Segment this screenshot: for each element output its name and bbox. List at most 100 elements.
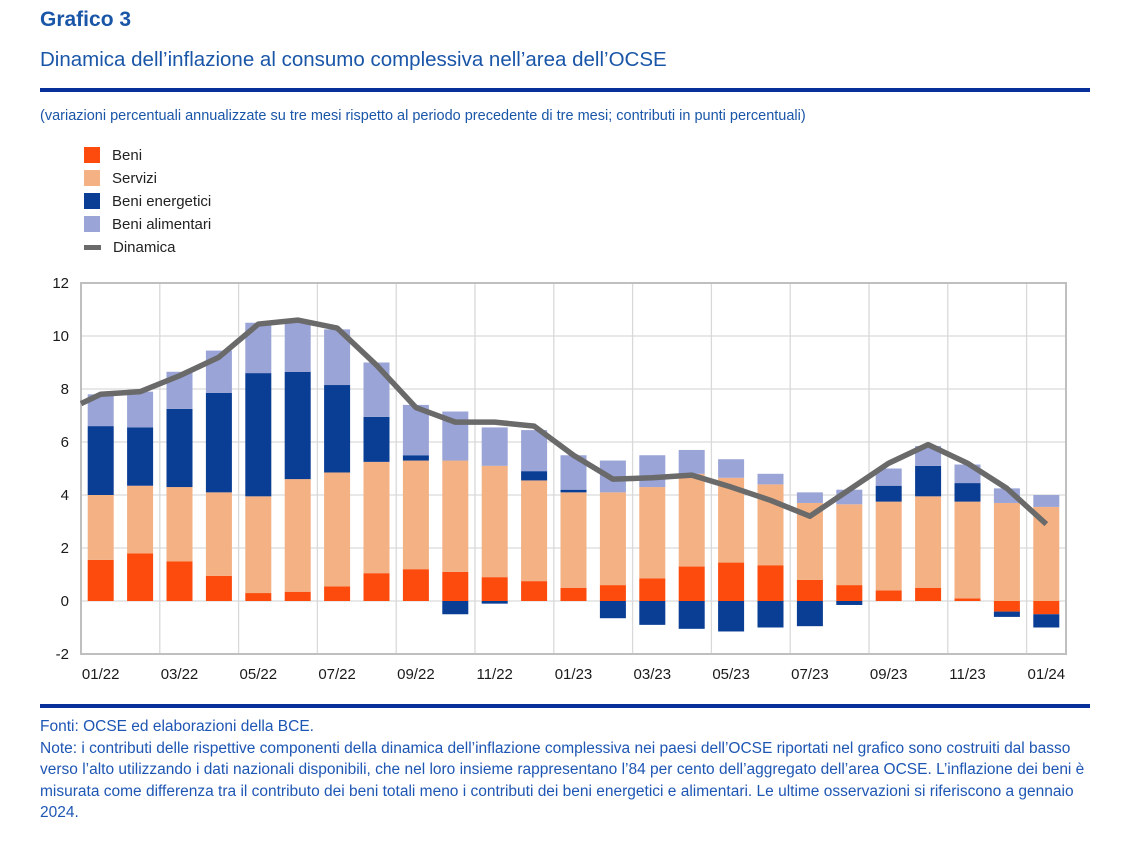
legend-item-dinamica: Dinamica [84, 238, 211, 256]
bar-beni [363, 573, 390, 601]
bar-beni-alimentari [757, 473, 784, 485]
bar-beni-alimentari [639, 455, 666, 488]
bar-beni-energetici [560, 489, 587, 493]
bar-beni-energetici [639, 601, 666, 625]
bar-beni-alimentari [875, 468, 902, 486]
legend-swatch-beni-energetici [84, 193, 100, 209]
bar-beni [796, 579, 823, 601]
legend-label-beni: Beni [112, 146, 143, 164]
chart-footer: Fonti: OCSE ed elaborazioni della BCE. N… [40, 716, 1096, 824]
inflation-stacked-bar-chart: -2 0 2 4 6 8 10 12 01/22 03/22 05/22 07/22 09/22 11/2… [52, 275, 1067, 683]
x-tick-label: 11/22 [476, 666, 512, 683]
bar-beni-alimentari [718, 459, 745, 478]
bar-beni [1033, 601, 1060, 615]
bar-beni-energetici [993, 611, 1020, 617]
bar-servizi [245, 496, 272, 594]
legend-swatch-dinamica [84, 244, 101, 250]
bar-servizi [127, 485, 154, 554]
x-tick-label: 03/22 [161, 666, 199, 683]
legend-item-beni: Beni [84, 146, 211, 164]
x-tick-label: 01/23 [555, 666, 593, 683]
chart-kicker: Grafico 3 [40, 8, 132, 31]
bar-beni [521, 581, 548, 601]
bar-beni-energetici [757, 601, 784, 628]
bar-beni-energetici [402, 455, 429, 461]
chart-title: Dinamica dell’inflazione al consumo comp… [40, 48, 667, 71]
bar-servizi [954, 501, 981, 599]
bar-servizi [402, 460, 429, 570]
legend-label-beni-energetici: Beni energetici [112, 192, 212, 210]
bar-servizi [678, 473, 705, 567]
bar-beni [284, 591, 311, 601]
bar-beni [166, 561, 193, 601]
bar-beni-energetici [836, 601, 863, 605]
bar-beni [599, 585, 626, 601]
y-tick-label: 10 [52, 328, 69, 345]
bar-beni [639, 578, 666, 601]
bar-beni [402, 569, 429, 601]
bar-servizi [915, 496, 942, 588]
x-tick-label: 11/23 [949, 666, 985, 683]
x-tick-label: 03/23 [634, 666, 672, 683]
bar-servizi [324, 472, 351, 587]
x-tick-label: 07/23 [791, 666, 829, 683]
bar-servizi [205, 492, 232, 576]
bar-beni [442, 571, 469, 601]
bar-beni [205, 575, 232, 601]
bar-beni-energetici [245, 373, 272, 497]
bar-beni-alimentari [127, 391, 154, 428]
y-tick-label: -2 [56, 646, 69, 663]
legend-item-servizi: Servizi [84, 169, 211, 187]
bar-beni-energetici [442, 601, 469, 615]
bar-beni-energetici [875, 485, 902, 502]
bar-beni-energetici [481, 601, 508, 604]
bar-servizi [166, 487, 193, 562]
bar-servizi [836, 504, 863, 586]
bar-beni [324, 586, 351, 601]
chart-subtitle-note: (variazioni percentuali annualizzate su … [40, 108, 806, 124]
bar-beni-energetici [678, 601, 705, 629]
bar-beni-alimentari [481, 427, 508, 466]
legend-swatch-beni-alimentari [84, 216, 100, 232]
bar-beni-energetici [796, 601, 823, 627]
bar-beni-energetici [954, 483, 981, 502]
bar-beni-energetici [1033, 614, 1060, 628]
bar-beni [678, 566, 705, 601]
bar-beni-alimentari [796, 492, 823, 503]
bar-servizi [599, 492, 626, 586]
bar-beni-energetici [599, 601, 626, 619]
bar-beni [915, 587, 942, 601]
bar-beni [757, 565, 784, 601]
dinamica-line [79, 317, 1049, 527]
bar-servizi [363, 461, 390, 574]
bar-servizi [560, 492, 587, 588]
legend-label-dinamica: Dinamica [113, 238, 176, 256]
bar-servizi [639, 487, 666, 579]
bar-beni [481, 577, 508, 601]
bar-beni-energetici [205, 392, 232, 493]
bar-beni-alimentari [284, 320, 311, 372]
chart-legend: Beni Servizi Beni energetici Beni alimentar… [84, 146, 211, 261]
bar-servizi [87, 495, 114, 560]
x-tick-label: 01/22 [82, 666, 120, 683]
bar-servizi [284, 479, 311, 592]
bar-beni-energetici [915, 465, 942, 497]
legend-swatch-beni [84, 147, 100, 163]
y-tick-label: 2 [61, 540, 69, 557]
bar-servizi [875, 501, 902, 591]
legend-swatch-servizi [84, 170, 100, 186]
bar-beni [993, 601, 1020, 612]
x-tick-label: 01/24 [1028, 666, 1066, 683]
bar-beni [875, 590, 902, 601]
legend-item-beni-alimentari: Beni alimentari [84, 215, 211, 233]
bar-beni [245, 593, 272, 601]
bar-beni-energetici [127, 427, 154, 486]
bar-beni [718, 562, 745, 601]
x-tick-label: 07/22 [318, 666, 356, 683]
bar-servizi [442, 460, 469, 572]
x-tick-label: 09/23 [870, 666, 908, 683]
title-divider [40, 88, 1090, 92]
bar-beni-alimentari [915, 445, 942, 466]
bar-servizi [993, 502, 1020, 601]
